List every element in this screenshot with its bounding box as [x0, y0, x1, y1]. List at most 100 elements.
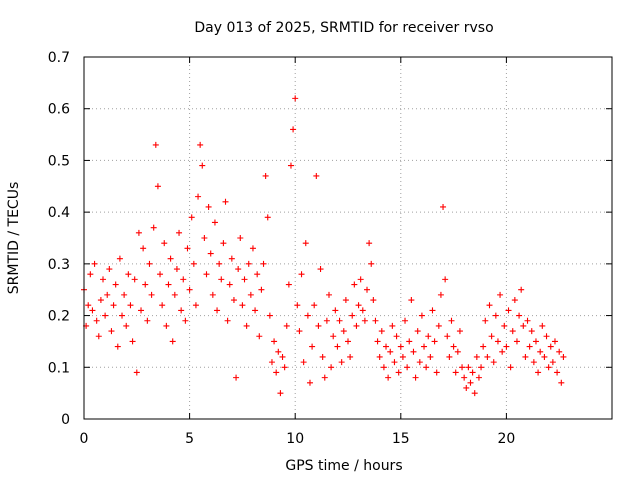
data-point [511, 297, 518, 304]
y-tick-label: 0 [61, 412, 70, 428]
x-tick-label: 20 [497, 431, 515, 447]
data-point [321, 374, 328, 381]
data-point [532, 338, 539, 345]
data-point [182, 317, 189, 324]
data-point [157, 271, 164, 278]
data-point [89, 307, 96, 314]
y-tick-label: 0.4 [48, 205, 70, 221]
data-point [104, 291, 111, 298]
data-point [165, 281, 172, 288]
data-point [418, 312, 425, 319]
data-point [241, 276, 248, 283]
data-point [190, 260, 197, 267]
plot-frame [83, 56, 613, 420]
data-point [199, 162, 206, 169]
data-point [560, 353, 567, 360]
data-point [551, 338, 558, 345]
data-point [425, 333, 432, 340]
data-point [127, 302, 134, 309]
data-point [245, 260, 252, 267]
data-point [313, 172, 320, 179]
data-point [509, 328, 516, 335]
data-point [205, 203, 212, 210]
data-point [171, 291, 178, 298]
data-point [556, 348, 563, 355]
data-point [366, 240, 373, 247]
data-point [283, 322, 290, 329]
chart-title: Day 013 of 2025, SRMTID for receiver rvs… [194, 20, 493, 36]
data-point [262, 172, 269, 179]
data-point [503, 343, 510, 350]
data-point [87, 271, 94, 278]
data-point [275, 348, 282, 355]
data-point [374, 338, 381, 345]
data-point [459, 364, 466, 371]
data-point [380, 364, 387, 371]
data-point [138, 307, 145, 314]
data-point [522, 353, 529, 360]
data-point [357, 276, 364, 283]
data-point [306, 379, 313, 386]
data-point [144, 317, 151, 324]
data-point [237, 235, 244, 241]
data-point [429, 307, 436, 314]
data-point [507, 364, 514, 371]
y-tick-labels: 0 0.1 0.2 0.3 0.4 0.5 0.6 0.7 [48, 50, 70, 428]
y-tick-label: 0.1 [48, 360, 70, 376]
data-point [431, 338, 438, 345]
data-point [488, 333, 495, 340]
data-point [342, 297, 349, 304]
data-point [486, 302, 493, 309]
data-point [304, 312, 311, 319]
y-axis-title: SRMTID / TECUs [6, 182, 22, 295]
data-point [129, 338, 136, 345]
data-points [81, 95, 567, 397]
data-point [218, 276, 225, 283]
data-point [526, 343, 533, 350]
data-point [176, 229, 183, 236]
data-point [315, 322, 322, 329]
data-point [368, 260, 375, 267]
data-point [152, 141, 159, 148]
data-point [197, 141, 204, 148]
data-point [91, 260, 98, 267]
data-point [402, 317, 409, 324]
data-point [480, 343, 487, 350]
data-point [292, 95, 299, 102]
data-point [121, 291, 128, 298]
x-tick-label: 5 [185, 431, 194, 447]
data-point [347, 353, 354, 360]
data-point [558, 379, 565, 386]
data-point [494, 338, 501, 345]
data-point [535, 369, 542, 376]
data-point [311, 302, 318, 309]
data-point [146, 260, 153, 267]
data-point [273, 369, 280, 376]
data-point [148, 291, 155, 298]
data-point [372, 317, 379, 324]
x-tick-labels: 0 5 10 15 20 [80, 431, 516, 447]
data-point [195, 193, 202, 200]
data-point [161, 240, 168, 247]
data-point [328, 364, 335, 371]
data-point [549, 359, 556, 366]
data-point [214, 307, 221, 314]
data-point [359, 307, 366, 314]
data-point [332, 307, 339, 314]
data-point [266, 312, 273, 319]
data-point [541, 353, 548, 360]
data-point [235, 266, 242, 273]
data-point [554, 369, 561, 376]
data-point [543, 333, 550, 340]
data-point [421, 343, 428, 350]
data-point [154, 183, 161, 190]
data-point [414, 328, 421, 335]
data-point [490, 359, 497, 366]
data-point [325, 291, 332, 298]
data-point [353, 322, 360, 329]
data-point [351, 281, 358, 288]
data-point [524, 317, 531, 324]
data-point [254, 271, 261, 278]
data-point [323, 317, 330, 324]
y-tick-label: 0.2 [48, 309, 70, 325]
